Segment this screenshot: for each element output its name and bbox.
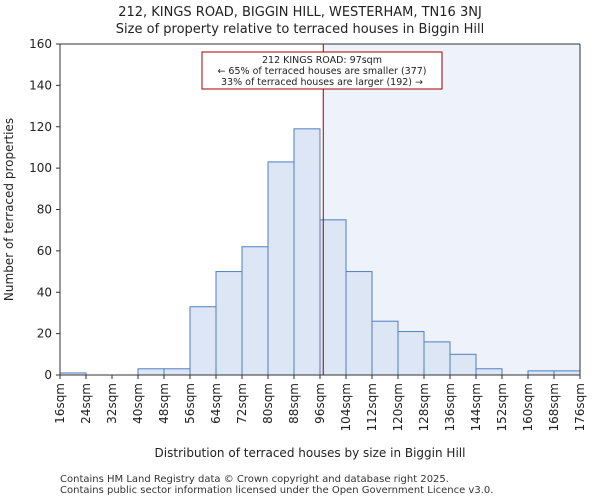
- x-tick-label: 48sqm: [157, 383, 171, 424]
- histogram-bar: [319, 219, 347, 376]
- histogram-bar: [449, 353, 477, 376]
- histogram-bar: [215, 271, 243, 376]
- histogram-bar: [345, 271, 373, 376]
- x-tick-label: 96sqm: [313, 383, 327, 424]
- x-tick-label: 144sqm: [469, 383, 483, 431]
- histogram-bar: [267, 161, 295, 376]
- x-tick-label: 176sqm: [573, 383, 587, 431]
- footer-copyright: Contains HM Land Registry data © Crown c…: [60, 474, 449, 485]
- x-tick-label: 40sqm: [131, 383, 145, 424]
- x-tick-label: 80sqm: [261, 383, 275, 424]
- x-tick-label: 152sqm: [495, 383, 509, 431]
- annotation-line: 212 KINGS ROAD: 97sqm: [262, 55, 382, 66]
- x-tick-label: 136sqm: [443, 383, 457, 431]
- histogram-bar: [189, 306, 217, 376]
- histogram-bar: [371, 320, 399, 376]
- x-tick-label: 104sqm: [339, 383, 353, 431]
- annotation-box: [201, 51, 443, 90]
- x-tick-label: 120sqm: [391, 383, 405, 431]
- histogram-bar: [553, 370, 581, 376]
- x-tick-label: 112sqm: [365, 383, 379, 431]
- x-axis-title: Distribution of terraced houses by size …: [155, 446, 466, 460]
- footer-licence: Contains public sector information licen…: [60, 485, 494, 496]
- histogram-bar: [527, 370, 555, 376]
- x-tick-label: 56sqm: [183, 383, 197, 424]
- chart-title-address: 212, KINGS ROAD, BIGGIN HILL, WESTERHAM,…: [118, 5, 482, 20]
- x-tick-label: 72sqm: [235, 383, 249, 424]
- y-tick-label: 100: [29, 161, 52, 175]
- x-tick-label: 168sqm: [547, 383, 561, 431]
- y-tick-label: 80: [37, 203, 52, 217]
- y-axis-title: Number of terraced properties: [2, 118, 16, 301]
- histogram-bar: [137, 368, 165, 376]
- x-tick-label: 160sqm: [521, 383, 535, 431]
- y-tick-label: 40: [37, 285, 52, 299]
- y-tick-label: 120: [29, 120, 52, 134]
- y-tick-label: 60: [37, 244, 52, 258]
- x-tick-label: 64sqm: [209, 383, 223, 424]
- y-tick-label: 20: [37, 327, 52, 341]
- y-tick-label: 140: [29, 78, 52, 92]
- annotation-line: ← 65% of terraced houses are smaller (37…: [217, 66, 426, 77]
- chart-title-subtitle: Size of property relative to terraced ho…: [115, 22, 485, 37]
- histogram-bar: [475, 368, 503, 376]
- x-tick-label: 24sqm: [79, 383, 93, 424]
- y-tick-label: 160: [29, 37, 52, 51]
- histogram-bar: [293, 128, 321, 376]
- x-tick-label: 88sqm: [287, 383, 301, 424]
- histogram-bar: [397, 331, 425, 376]
- histogram-bar: [241, 246, 269, 376]
- histogram-bar: [423, 341, 451, 376]
- histogram-bar: [163, 368, 191, 376]
- x-tick-label: 32sqm: [105, 383, 119, 424]
- x-tick-label: 16sqm: [53, 383, 67, 424]
- x-tick-label: 128sqm: [417, 383, 431, 431]
- y-tick-label: 0: [44, 368, 52, 382]
- annotation-line: 33% of terraced houses are larger (192) …: [221, 77, 423, 88]
